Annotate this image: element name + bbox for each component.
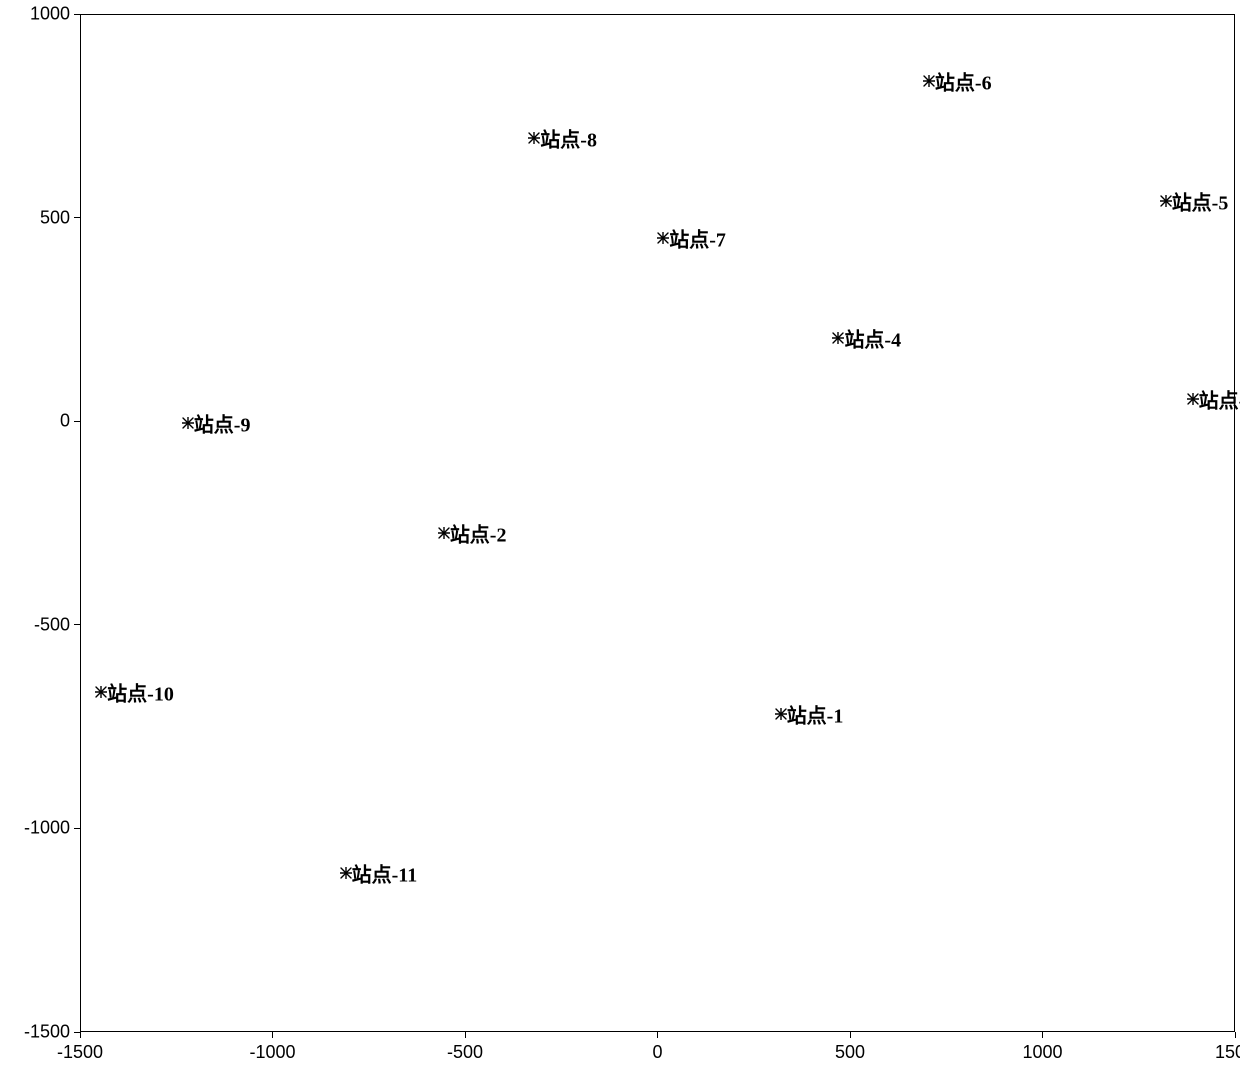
y-tick	[74, 1032, 80, 1033]
x-tick-label: -1000	[249, 1042, 295, 1063]
x-tick-label: -1500	[57, 1042, 103, 1063]
x-tick	[80, 1032, 81, 1038]
y-tick-label: -500	[22, 614, 70, 635]
point-label: 站点-8	[540, 124, 597, 153]
point-label: 站点-7	[669, 223, 726, 252]
x-tick-label: 0	[652, 1042, 662, 1063]
point-label: 站点-1	[787, 700, 844, 729]
point-label: 站点-3	[1199, 384, 1240, 413]
x-tick-label: 500	[835, 1042, 865, 1063]
plot-area	[80, 14, 1235, 1032]
y-tick-label: -1000	[22, 818, 70, 839]
y-tick	[74, 421, 80, 422]
scatter-chart: -1500 -1000 -500 0 500 1000 1500 -1500 -1000 -500…	[0, 0, 1240, 1071]
y-tick	[74, 217, 80, 218]
x-tick-label: 1000	[1022, 1042, 1062, 1063]
y-tick	[74, 14, 80, 15]
y-tick	[74, 828, 80, 829]
y-tick-label: 500	[22, 207, 70, 228]
point-label: 站点-10	[107, 677, 174, 706]
y-tick-label: 1000	[22, 4, 70, 25]
x-tick	[465, 1032, 466, 1038]
x-tick	[657, 1032, 658, 1038]
point-label: 站点-2	[450, 519, 507, 548]
y-tick-label: 0	[22, 411, 70, 432]
point-label: 站点-4	[844, 323, 901, 352]
point-label: 站点-6	[935, 67, 992, 96]
x-tick	[1042, 1032, 1043, 1038]
y-tick	[74, 624, 80, 625]
point-label: 站点-11	[352, 859, 418, 888]
x-tick-label: 1500	[1215, 1042, 1240, 1063]
x-tick	[1235, 1032, 1236, 1038]
point-label: 站点-5	[1172, 187, 1229, 216]
x-tick	[272, 1032, 273, 1038]
y-tick-label: -1500	[22, 1022, 70, 1043]
x-tick	[850, 1032, 851, 1038]
x-tick-label: -500	[447, 1042, 483, 1063]
point-label: 站点-9	[194, 409, 251, 438]
